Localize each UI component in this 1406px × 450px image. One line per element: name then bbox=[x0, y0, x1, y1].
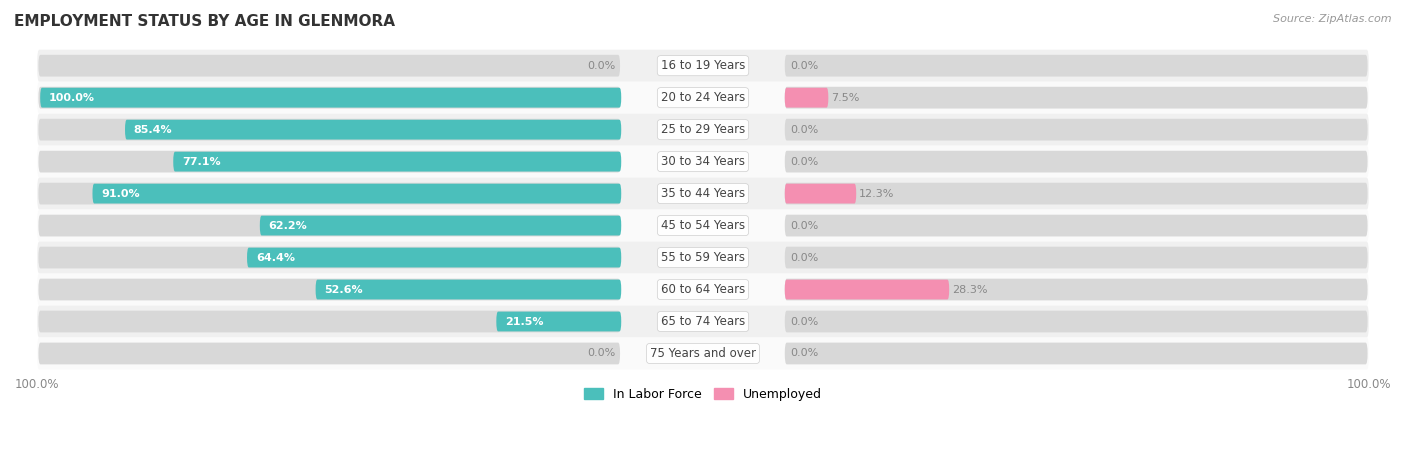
Text: 0.0%: 0.0% bbox=[588, 348, 616, 359]
Text: 75 Years and over: 75 Years and over bbox=[650, 347, 756, 360]
FancyBboxPatch shape bbox=[785, 310, 1368, 333]
Text: Source: ZipAtlas.com: Source: ZipAtlas.com bbox=[1274, 14, 1392, 23]
FancyBboxPatch shape bbox=[785, 88, 828, 108]
Text: 21.5%: 21.5% bbox=[505, 316, 544, 327]
FancyBboxPatch shape bbox=[785, 342, 1368, 364]
FancyBboxPatch shape bbox=[38, 279, 620, 301]
FancyBboxPatch shape bbox=[38, 215, 620, 236]
FancyBboxPatch shape bbox=[37, 50, 1369, 82]
FancyBboxPatch shape bbox=[38, 342, 620, 364]
Text: 12.3%: 12.3% bbox=[859, 189, 894, 198]
FancyBboxPatch shape bbox=[38, 87, 620, 108]
FancyBboxPatch shape bbox=[41, 88, 621, 108]
FancyBboxPatch shape bbox=[785, 279, 949, 299]
FancyBboxPatch shape bbox=[37, 210, 1369, 242]
Text: 20 to 24 Years: 20 to 24 Years bbox=[661, 91, 745, 104]
Text: 91.0%: 91.0% bbox=[101, 189, 139, 198]
FancyBboxPatch shape bbox=[785, 215, 1368, 236]
FancyBboxPatch shape bbox=[785, 151, 1368, 172]
FancyBboxPatch shape bbox=[785, 55, 1368, 76]
FancyBboxPatch shape bbox=[37, 82, 1369, 114]
FancyBboxPatch shape bbox=[38, 119, 620, 140]
FancyBboxPatch shape bbox=[785, 183, 1368, 204]
FancyBboxPatch shape bbox=[38, 55, 620, 76]
Text: 62.2%: 62.2% bbox=[269, 220, 308, 230]
FancyBboxPatch shape bbox=[173, 152, 621, 171]
Text: 85.4%: 85.4% bbox=[134, 125, 173, 135]
FancyBboxPatch shape bbox=[260, 216, 621, 235]
FancyBboxPatch shape bbox=[37, 178, 1369, 210]
Text: 0.0%: 0.0% bbox=[790, 220, 818, 230]
FancyBboxPatch shape bbox=[37, 338, 1369, 369]
FancyBboxPatch shape bbox=[785, 279, 1368, 301]
Text: 52.6%: 52.6% bbox=[325, 284, 363, 295]
Text: 7.5%: 7.5% bbox=[831, 93, 859, 103]
Text: 0.0%: 0.0% bbox=[790, 316, 818, 327]
FancyBboxPatch shape bbox=[315, 279, 621, 299]
Text: 0.0%: 0.0% bbox=[790, 61, 818, 71]
Text: 35 to 44 Years: 35 to 44 Years bbox=[661, 187, 745, 200]
Text: 45 to 54 Years: 45 to 54 Years bbox=[661, 219, 745, 232]
FancyBboxPatch shape bbox=[785, 184, 856, 203]
FancyBboxPatch shape bbox=[37, 274, 1369, 306]
FancyBboxPatch shape bbox=[785, 87, 1368, 108]
FancyBboxPatch shape bbox=[496, 311, 621, 331]
Text: 30 to 34 Years: 30 to 34 Years bbox=[661, 155, 745, 168]
Text: 0.0%: 0.0% bbox=[588, 61, 616, 71]
Text: 16 to 19 Years: 16 to 19 Years bbox=[661, 59, 745, 72]
Text: 60 to 64 Years: 60 to 64 Years bbox=[661, 283, 745, 296]
Text: 0.0%: 0.0% bbox=[790, 252, 818, 262]
FancyBboxPatch shape bbox=[38, 151, 620, 172]
Text: 77.1%: 77.1% bbox=[181, 157, 221, 166]
Text: 0.0%: 0.0% bbox=[790, 157, 818, 166]
Text: 64.4%: 64.4% bbox=[256, 252, 295, 262]
FancyBboxPatch shape bbox=[37, 306, 1369, 338]
FancyBboxPatch shape bbox=[247, 248, 621, 267]
FancyBboxPatch shape bbox=[38, 183, 620, 204]
Text: 25 to 29 Years: 25 to 29 Years bbox=[661, 123, 745, 136]
FancyBboxPatch shape bbox=[37, 114, 1369, 146]
FancyBboxPatch shape bbox=[37, 242, 1369, 274]
Legend: In Labor Force, Unemployed: In Labor Force, Unemployed bbox=[579, 382, 827, 405]
FancyBboxPatch shape bbox=[38, 310, 620, 333]
Text: EMPLOYMENT STATUS BY AGE IN GLENMORA: EMPLOYMENT STATUS BY AGE IN GLENMORA bbox=[14, 14, 395, 28]
FancyBboxPatch shape bbox=[785, 247, 1368, 268]
Text: 100.0%: 100.0% bbox=[49, 93, 96, 103]
FancyBboxPatch shape bbox=[93, 184, 621, 203]
Text: 65 to 74 Years: 65 to 74 Years bbox=[661, 315, 745, 328]
FancyBboxPatch shape bbox=[125, 120, 621, 140]
FancyBboxPatch shape bbox=[37, 146, 1369, 178]
Text: 0.0%: 0.0% bbox=[790, 348, 818, 359]
Text: 28.3%: 28.3% bbox=[952, 284, 987, 295]
FancyBboxPatch shape bbox=[38, 247, 620, 268]
Text: 0.0%: 0.0% bbox=[790, 125, 818, 135]
Text: 55 to 59 Years: 55 to 59 Years bbox=[661, 251, 745, 264]
FancyBboxPatch shape bbox=[785, 119, 1368, 140]
